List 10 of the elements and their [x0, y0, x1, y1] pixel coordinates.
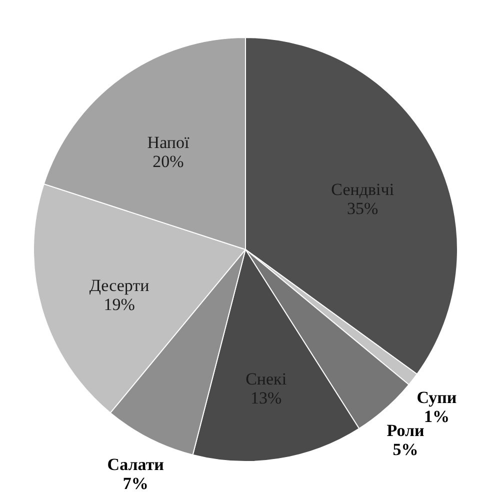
- data-label: 19%: [104, 295, 135, 314]
- slice-label: Десерти: [89, 276, 150, 296]
- slice-label: Напої: [147, 133, 190, 152]
- slice-label: Роли: [386, 421, 425, 440]
- slice-label: Супи: [416, 388, 457, 407]
- data-label: 1%: [424, 406, 450, 426]
- data-label: 5%: [392, 440, 418, 460]
- data-label: 20%: [152, 152, 184, 172]
- data-label: 7%: [122, 474, 148, 494]
- slice-label: Салати: [107, 455, 164, 474]
